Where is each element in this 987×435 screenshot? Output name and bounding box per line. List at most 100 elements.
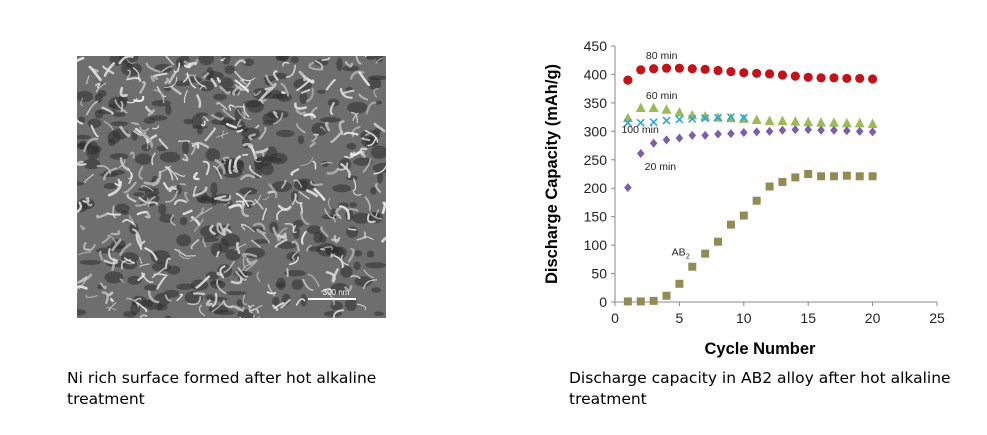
annotation-80-min: 80 min bbox=[646, 50, 678, 62]
data-point-ab2 bbox=[688, 262, 697, 271]
discharge-capacity-chart: 0 50 100 150 200 250 300 350 400 450 0 5 10 15 20 25 Cyc… bbox=[543, 38, 945, 358]
data-point-20-min bbox=[791, 125, 800, 135]
data-point-80-min bbox=[855, 73, 865, 84]
data-point-60-min bbox=[751, 114, 762, 124]
data-point-ab2 bbox=[701, 249, 710, 258]
data-point-60-min bbox=[764, 115, 775, 126]
data-point-60-min bbox=[867, 118, 878, 128]
x-tick-label: 0 bbox=[611, 310, 619, 326]
data-point-ab2 bbox=[778, 177, 787, 186]
data-point-60-min bbox=[700, 111, 711, 121]
data-point-60-min bbox=[841, 117, 852, 128]
data-point-20-min bbox=[624, 183, 632, 193]
scale-bar bbox=[308, 298, 356, 300]
data-point-ab2 bbox=[739, 211, 748, 220]
x-tick-label: 20 bbox=[865, 310, 881, 326]
x-tick-label: 5 bbox=[676, 310, 684, 326]
data-point-80-min bbox=[700, 64, 710, 74]
data-point-80-min bbox=[790, 71, 800, 81]
data-point-80-min bbox=[649, 64, 659, 74]
data-point-ab2 bbox=[804, 170, 813, 178]
series-100-min bbox=[623, 113, 748, 127]
data-point-60-min bbox=[622, 112, 633, 123]
data-point-20-min bbox=[830, 125, 838, 135]
data-point-20-min bbox=[752, 127, 761, 137]
x-tick-label: 15 bbox=[800, 310, 816, 326]
y-tick-label: 50 bbox=[591, 266, 607, 282]
data-point-20-min bbox=[843, 126, 851, 136]
y-tick-label: 300 bbox=[584, 123, 608, 139]
data-point-20-min bbox=[868, 127, 877, 137]
series-60-min bbox=[622, 102, 878, 128]
sem-texture bbox=[77, 56, 386, 318]
data-point-60-min bbox=[674, 107, 685, 117]
series-ab2 bbox=[623, 170, 877, 306]
caption-right: Discharge capacity in AB2 alloy after ho… bbox=[569, 369, 951, 408]
x-axis-label: Cycle Number bbox=[705, 340, 817, 358]
data-point-ab2 bbox=[752, 196, 761, 205]
y-tick-label: 350 bbox=[584, 95, 608, 111]
data-point-80-min bbox=[803, 72, 813, 82]
data-point-ab2 bbox=[817, 172, 826, 181]
data-point-80-min bbox=[623, 75, 633, 85]
data-point-60-min bbox=[648, 102, 659, 113]
data-point-80-min bbox=[829, 73, 839, 83]
data-point-20-min bbox=[675, 133, 684, 143]
data-point-20-min bbox=[649, 138, 658, 148]
data-point-100-min bbox=[649, 118, 658, 127]
data-point-20-min bbox=[714, 129, 722, 139]
annotation-ab2: AB2 bbox=[672, 246, 690, 260]
data-point-100-min bbox=[662, 116, 671, 125]
data-point-80-min bbox=[764, 69, 775, 79]
data-point-60-min bbox=[777, 115, 788, 126]
y-axis-label: Discharge Capacity (mAh/g) bbox=[543, 64, 561, 284]
y-tick-label: 100 bbox=[584, 237, 608, 253]
data-point-80-min bbox=[816, 73, 826, 83]
annotation-60-min: 60 min bbox=[646, 90, 678, 102]
data-point-80-min bbox=[777, 70, 788, 80]
data-point-60-min bbox=[803, 116, 814, 127]
data-point-20-min bbox=[817, 125, 825, 135]
data-point-ab2 bbox=[675, 279, 684, 288]
data-point-60-min bbox=[816, 117, 827, 127]
data-point-ab2 bbox=[842, 171, 851, 180]
data-point-ab2 bbox=[649, 296, 658, 305]
caption-left: Ni rich surface formed after hot alkalin… bbox=[67, 369, 377, 408]
data-point-ab2 bbox=[636, 297, 645, 306]
data-point-100-min bbox=[675, 115, 684, 124]
data-point-80-min bbox=[726, 67, 736, 77]
scale-bar-label: 300 nm bbox=[322, 288, 350, 297]
data-point-80-min bbox=[842, 73, 852, 84]
data-point-100-min bbox=[636, 118, 645, 127]
data-point-ab2 bbox=[829, 172, 838, 181]
x-tick-label: 25 bbox=[929, 310, 945, 326]
data-point-20-min bbox=[740, 127, 748, 137]
data-point-ab2 bbox=[791, 173, 800, 182]
data-point-20-min bbox=[636, 149, 645, 159]
data-point-80-min bbox=[713, 65, 723, 76]
data-point-100-min bbox=[726, 113, 735, 122]
data-point-100-min bbox=[701, 114, 710, 123]
data-point-ab2 bbox=[726, 220, 735, 229]
data-point-80-min bbox=[868, 74, 878, 84]
data-point-60-min bbox=[854, 117, 865, 128]
data-point-100-min bbox=[688, 114, 697, 123]
y-tick-label: 250 bbox=[584, 152, 608, 168]
data-point-60-min bbox=[661, 104, 672, 114]
data-point-ab2 bbox=[662, 291, 671, 300]
data-point-ab2 bbox=[868, 172, 877, 181]
data-point-80-min bbox=[661, 63, 672, 73]
data-point-100-min bbox=[713, 113, 723, 122]
data-point-60-min bbox=[828, 117, 839, 127]
y-tick-label: 150 bbox=[584, 209, 608, 225]
data-point-ab2 bbox=[623, 297, 632, 306]
series-20-min bbox=[624, 125, 877, 193]
data-point-100-min bbox=[623, 118, 632, 127]
data-point-60-min bbox=[790, 116, 801, 126]
data-point-20-min bbox=[727, 129, 735, 139]
data-point-80-min bbox=[752, 68, 762, 78]
series-80-min bbox=[623, 63, 878, 85]
data-point-100-min bbox=[739, 113, 748, 122]
data-point-20-min bbox=[701, 130, 709, 140]
sem-micrograph bbox=[77, 56, 386, 318]
